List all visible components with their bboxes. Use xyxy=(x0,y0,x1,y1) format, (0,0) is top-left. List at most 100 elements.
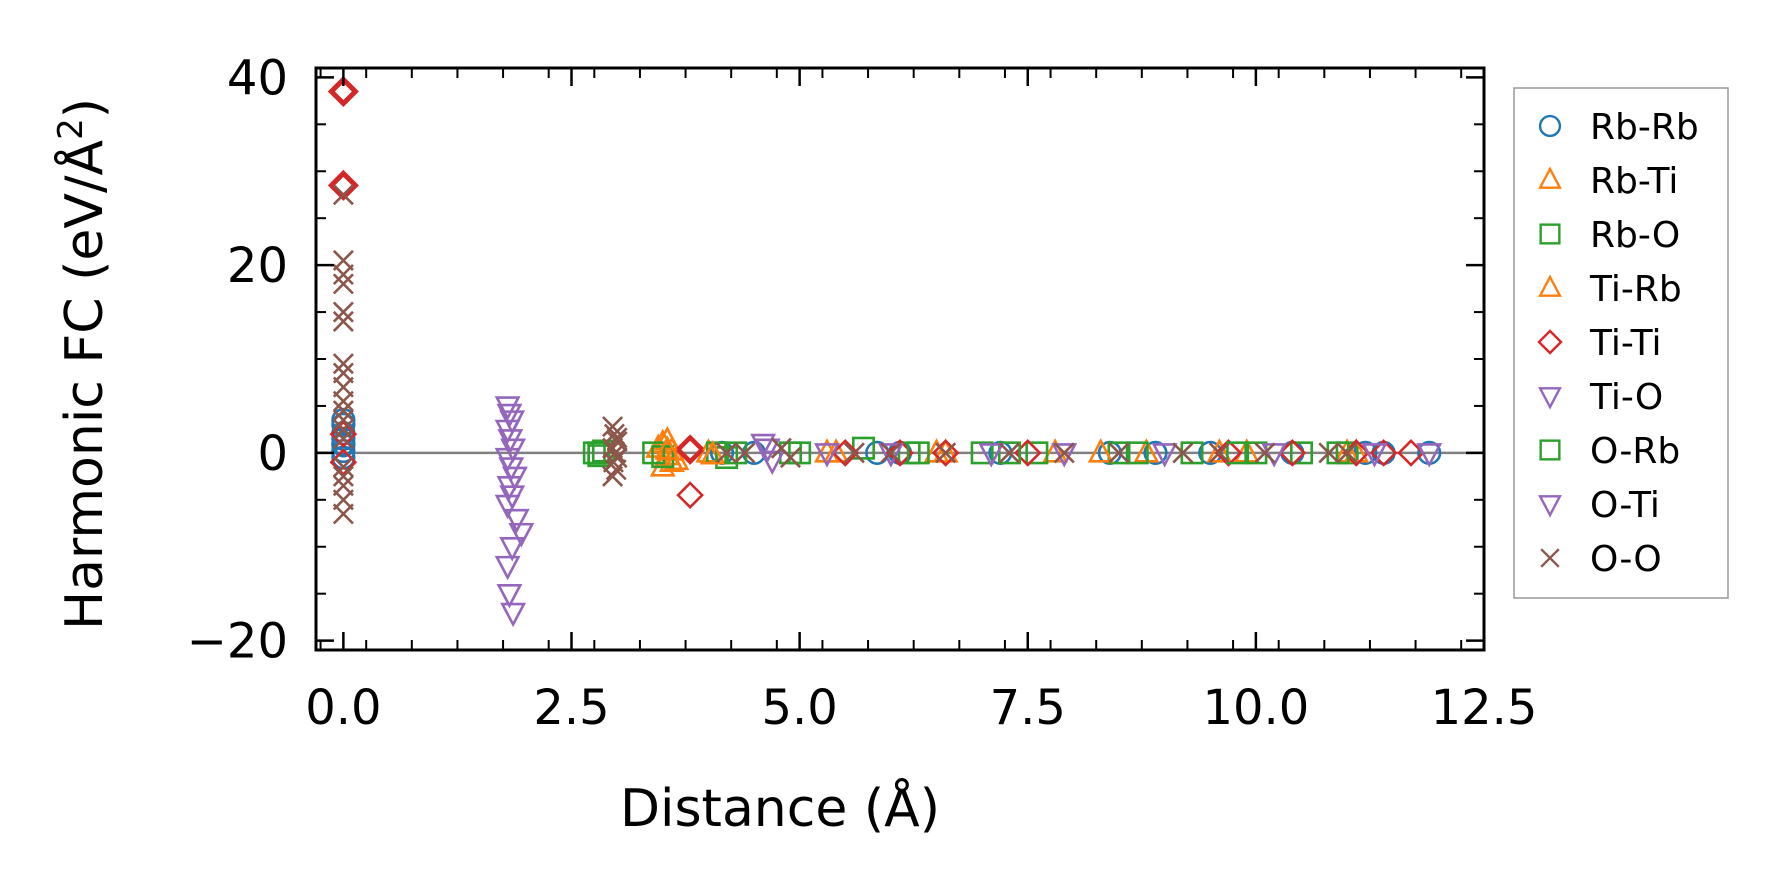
data-point xyxy=(1206,438,1233,463)
data-point xyxy=(1172,442,1194,464)
legend-entry: O-Rb xyxy=(1539,431,1680,472)
data-point xyxy=(606,427,628,449)
data-point xyxy=(494,396,521,421)
axis-ticks xyxy=(316,68,1486,650)
legend-marker xyxy=(1537,329,1563,355)
data-point xyxy=(931,439,960,467)
legend: Rb-Rb Rb-Ti Rb-O Ti-Rb Ti-Ti Ti-O O-Rb O-Ti O-O xyxy=(1513,87,1729,599)
legend-entry: Ti-Rb xyxy=(1538,269,1682,310)
data-point xyxy=(331,431,356,456)
legend-entry: Ti-O xyxy=(1538,377,1663,418)
data-point xyxy=(831,439,860,467)
data-point xyxy=(1369,439,1398,467)
legend-marker xyxy=(1538,166,1562,189)
legend-label: Ti-Ti xyxy=(1589,323,1661,364)
data-point xyxy=(843,442,865,464)
data-point xyxy=(1214,439,1243,467)
data-point xyxy=(935,442,957,464)
data-point xyxy=(496,583,523,609)
data-point xyxy=(1290,441,1314,465)
legend-marker xyxy=(1540,548,1560,568)
data-point xyxy=(814,443,840,468)
series-o-ti xyxy=(750,433,1443,476)
data-point xyxy=(332,390,354,412)
y-tick-label: 20 xyxy=(227,238,288,294)
data-point xyxy=(676,481,704,509)
y-axis-label-superscript: 2 xyxy=(51,118,91,140)
legend-entry: Rb-Ti xyxy=(1538,161,1678,202)
data-point xyxy=(499,537,526,562)
data-point xyxy=(1226,441,1250,465)
data-point xyxy=(1336,442,1358,464)
x-tick-label: 12.5 xyxy=(1431,680,1538,736)
data-point xyxy=(500,602,527,628)
y-tick-label: 0 xyxy=(257,426,288,482)
data-point xyxy=(332,465,354,487)
data-point xyxy=(332,310,354,332)
legend-entry: Ti-Ti xyxy=(1537,323,1661,364)
data-point xyxy=(932,438,959,463)
data-point xyxy=(649,452,676,477)
data-point xyxy=(970,441,994,465)
data-point xyxy=(494,555,521,581)
data-point xyxy=(332,418,354,440)
x-axis-label: Distance (Å) xyxy=(620,777,940,839)
legend-label: Rb-O xyxy=(1590,215,1680,256)
legend-marker xyxy=(1538,274,1562,297)
data-point xyxy=(508,522,535,548)
axis-tick-labels: 0.0 2.5 5.0 7.5 10.0 12.5 −20 0 20 40 xyxy=(187,50,1538,736)
data-point xyxy=(503,508,530,534)
series-ti-o xyxy=(494,396,535,628)
data-point xyxy=(332,503,354,525)
y-tick-label: −20 xyxy=(187,614,288,670)
legend-label: Ti-O xyxy=(1589,377,1663,418)
legend-marker xyxy=(1538,114,1562,138)
data-point xyxy=(906,441,930,465)
data-point xyxy=(1087,438,1114,463)
data-point xyxy=(1051,443,1078,468)
data-point xyxy=(716,442,738,464)
y-axis-label-prefix: Harmonic FC (eV/Å xyxy=(53,139,115,630)
data-points xyxy=(327,75,1443,628)
y-tick-label: 40 xyxy=(227,50,288,106)
x-tick-label: 5.0 xyxy=(761,680,837,736)
data-point xyxy=(332,456,354,478)
x-tick-label: 2.5 xyxy=(533,680,609,736)
data-point xyxy=(1416,443,1443,468)
x-tick-label: 10.0 xyxy=(1202,680,1309,736)
data-point xyxy=(1025,441,1049,465)
series-o-o xyxy=(332,184,1358,525)
data-point xyxy=(332,301,354,323)
plot-area xyxy=(314,66,1486,652)
data-point xyxy=(602,416,624,438)
data-point xyxy=(658,447,685,472)
legend-marker xyxy=(1539,439,1561,461)
legend-label: O-O xyxy=(1590,539,1662,580)
data-point xyxy=(750,433,777,459)
legend-entry: O-Ti xyxy=(1538,485,1660,526)
data-point xyxy=(1125,441,1149,465)
data-point xyxy=(1397,439,1425,467)
data-point xyxy=(1208,442,1230,464)
data-point xyxy=(332,428,354,450)
data-point xyxy=(332,273,354,295)
data-point xyxy=(332,409,354,431)
data-point xyxy=(978,443,1005,468)
data-point xyxy=(1318,442,1340,464)
data-point xyxy=(332,263,354,286)
data-point xyxy=(332,353,354,375)
y-axis-label-suffix: ) xyxy=(55,98,115,118)
legend-marker xyxy=(1539,223,1561,245)
legend-label: O-Rb xyxy=(1590,431,1680,472)
data-point xyxy=(1108,442,1130,464)
data-point xyxy=(998,442,1021,464)
data-point xyxy=(327,169,359,201)
data-point xyxy=(1053,442,1075,464)
data-point xyxy=(759,450,786,476)
data-point xyxy=(1254,442,1276,464)
legend-label: Ti-Rb xyxy=(1589,269,1682,310)
data-point xyxy=(1107,441,1131,465)
data-point xyxy=(494,494,521,520)
legend-label: Rb-Ti xyxy=(1590,161,1678,202)
